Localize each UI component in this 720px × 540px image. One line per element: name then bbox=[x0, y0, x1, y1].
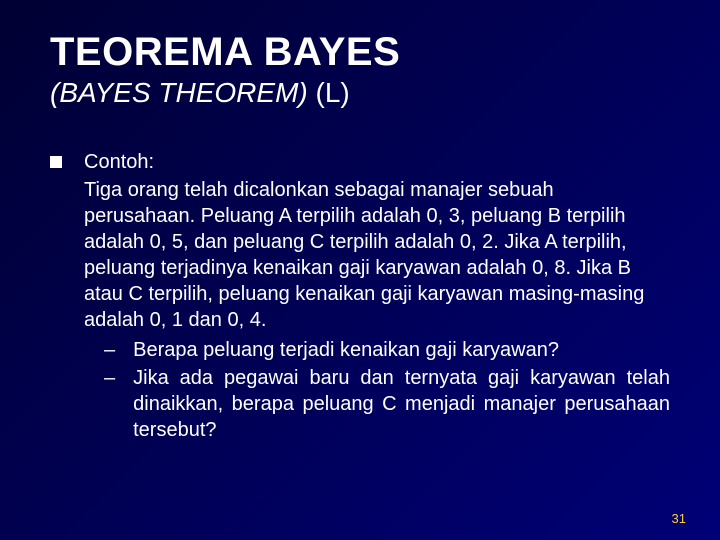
subtitle-suffix: (L) bbox=[308, 77, 350, 108]
main-paragraph: Tiga orang telah dicalonkan sebagai mana… bbox=[84, 177, 670, 333]
dash-icon: – bbox=[104, 365, 115, 391]
intro-label: Contoh: bbox=[84, 149, 670, 175]
page-number: 31 bbox=[672, 511, 686, 526]
list-item: – Jika ada pegawai baru dan ternyata gaj… bbox=[84, 365, 670, 443]
content-block: Contoh: Tiga orang telah dicalonkan seba… bbox=[50, 149, 670, 445]
subitem-text: Berapa peluang terjadi kenaikan gaji kar… bbox=[133, 337, 670, 363]
dash-icon: – bbox=[104, 337, 115, 363]
list-item: – Berapa peluang terjadi kenaikan gaji k… bbox=[84, 337, 670, 363]
slide-title: TEOREMA BAYES bbox=[50, 30, 670, 75]
bullet-icon bbox=[50, 156, 62, 168]
body-text: Contoh: Tiga orang telah dicalonkan seba… bbox=[84, 149, 670, 445]
subitem-text: Jika ada pegawai baru dan ternyata gaji … bbox=[133, 365, 670, 443]
subtitle-italic: (BAYES THEOREM) bbox=[50, 77, 308, 108]
sublist: – Berapa peluang terjadi kenaikan gaji k… bbox=[84, 337, 670, 443]
slide-subtitle: (BAYES THEOREM) (L) bbox=[50, 77, 670, 109]
